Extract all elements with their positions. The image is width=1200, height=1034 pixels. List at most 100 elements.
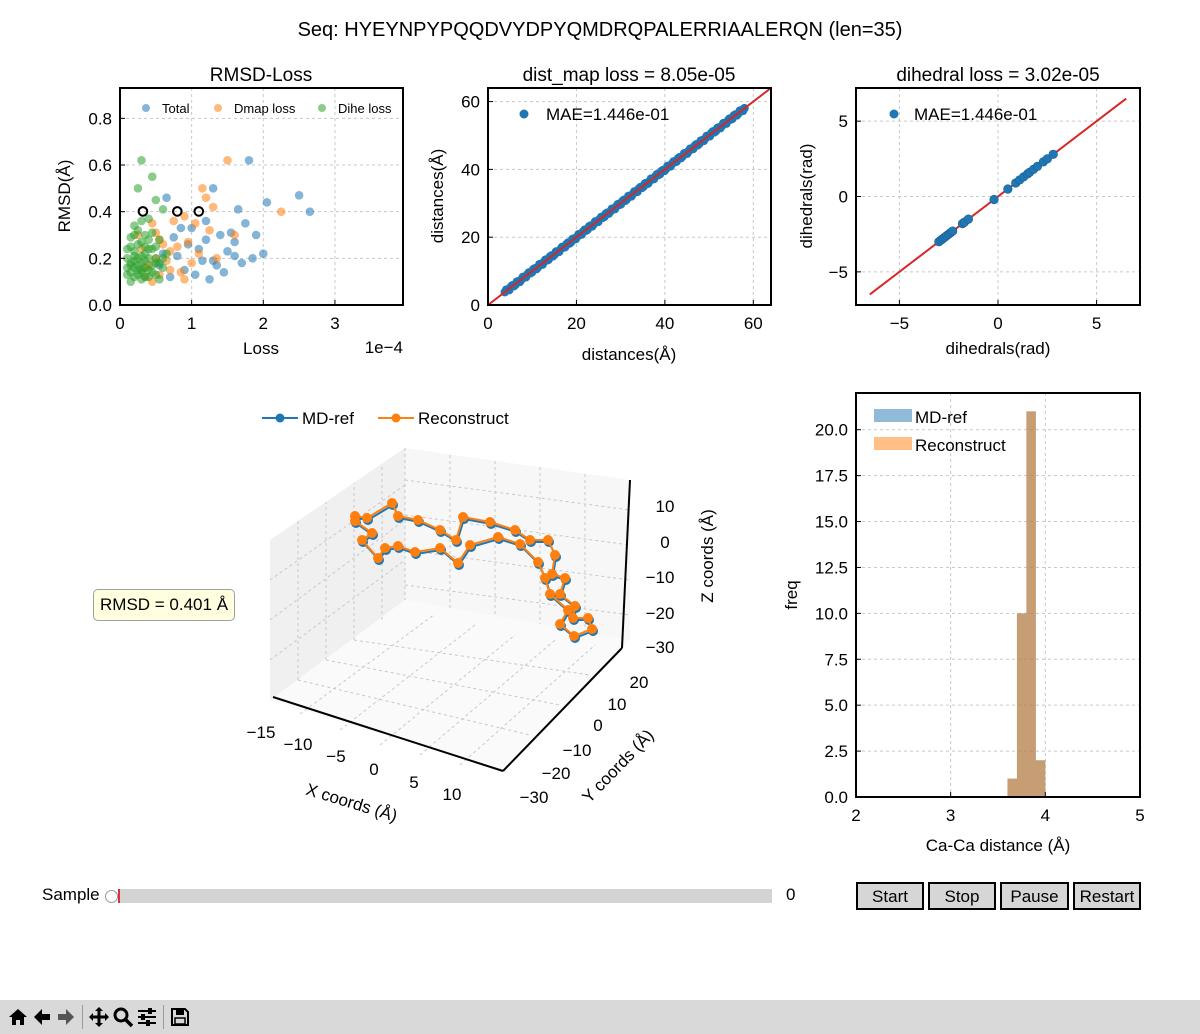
z-tick-label: −20	[646, 604, 675, 623]
x-tick-label: 60	[744, 314, 763, 333]
sample-slider-value: 0	[786, 885, 796, 904]
sample-slider-track[interactable]	[118, 889, 772, 903]
dihedral-point	[948, 226, 958, 236]
y-tick-label: 60	[461, 93, 480, 112]
y-tick-label: 0.4	[88, 203, 112, 222]
reconstruct-point	[435, 525, 445, 535]
save-icon[interactable]	[169, 1006, 191, 1028]
scatter-point	[208, 202, 218, 212]
y-tick-label: 40	[461, 160, 480, 179]
identity-line	[487, 87, 772, 306]
legend-reconstruct-swatch	[874, 437, 912, 450]
home-icon[interactable]	[7, 1006, 29, 1028]
reconstruct-bar	[1007, 778, 1017, 797]
legend-marker	[214, 104, 222, 112]
legend-label: Total	[162, 101, 190, 116]
x-tick-label: 3	[946, 806, 955, 825]
y-tick-label: 0.6	[88, 156, 112, 175]
scatter-point	[205, 275, 214, 284]
y-tick-label: −30	[520, 788, 549, 807]
y-tick-label: 20	[461, 228, 480, 247]
forward-icon[interactable]	[55, 1006, 77, 1028]
y-tick-label: 12.5	[815, 558, 848, 577]
reconstruct-point	[380, 543, 390, 553]
rmsd-loss-title: RMSD-Loss	[210, 65, 312, 86]
reconstruct-point	[362, 513, 372, 523]
reconstruct-point	[510, 525, 520, 535]
dist-map-ylabel: distances(Å)	[428, 149, 447, 243]
reconstruct-point	[410, 547, 420, 557]
x-tick-label: 1	[187, 314, 196, 333]
scatter-point	[140, 230, 150, 240]
sample-slider-handle[interactable]	[105, 890, 118, 903]
x-tick-label: 10	[443, 785, 462, 804]
scatter-point	[133, 240, 143, 249]
dist-map-legend-text: MAE=1.446e-01	[546, 105, 669, 124]
pan-icon[interactable]	[88, 1006, 110, 1028]
scatter-point	[201, 216, 211, 226]
dist-map-xlabel: distances(Å)	[582, 345, 676, 364]
configure-subplots-icon[interactable]	[136, 1006, 158, 1028]
stop-button[interactable]: Stop	[928, 882, 996, 910]
figure-suptitle: Seq: HYEYNPYPQQDVYDPYQMDRQPALERRIAALERQN…	[298, 19, 903, 41]
histogram-ylabel: freq	[782, 580, 801, 609]
scatter-point	[198, 256, 207, 265]
scatter-point	[155, 235, 164, 244]
y-tick-label: 7.5	[824, 650, 848, 669]
scatter-point	[201, 193, 211, 202]
y-tick-label: 5	[839, 112, 848, 131]
scatter-point	[122, 244, 132, 254]
x-tick-label: 0	[993, 314, 1002, 333]
scatter-point	[233, 205, 243, 214]
reconstruct-point	[453, 558, 463, 568]
x-tick-label: 20	[567, 314, 586, 333]
scatter-point	[169, 216, 179, 226]
reconstruct-point	[435, 543, 445, 553]
y-tick-label: −20	[542, 764, 571, 783]
scatter-point	[230, 251, 239, 261]
reconstruct-point	[525, 535, 535, 545]
restart-button[interactable]: Restart	[1073, 882, 1141, 910]
legend-label: Dmap loss	[234, 101, 296, 116]
rmsd-loss-ylabel: RMSD(Å)	[55, 160, 74, 233]
identity-line	[869, 97, 1127, 296]
reconstruct-point	[583, 613, 593, 623]
zoom-icon[interactable]	[112, 1006, 134, 1028]
y-tick-label: 0.2	[88, 249, 112, 268]
toolbar-separator	[82, 1005, 83, 1029]
scatter-point	[190, 219, 200, 228]
x-tick-label: −5	[326, 747, 345, 766]
scatter-point	[144, 214, 153, 223]
x-tick-label: 3	[330, 314, 339, 333]
reconstruct-point	[569, 631, 579, 641]
x-axis-line	[272, 696, 504, 772]
dihedral-title: dihedral loss = 3.02e-05	[896, 65, 1099, 86]
scatter-point	[151, 270, 161, 279]
y-tick-label: −10	[563, 741, 592, 760]
dihedral-axes[interactable]: −5 0 5 −5 0 5 dihedral loss = 3.02e-05 dihedr…	[797, 65, 1141, 358]
reconstruct-point	[540, 573, 550, 583]
x-tick-label: 4	[1041, 806, 1050, 825]
scatter-point	[130, 221, 139, 230]
scatter-point	[176, 223, 186, 233]
dihedral-ylabel: dihedrals(rad)	[797, 144, 816, 249]
start-button[interactable]: Start	[856, 882, 924, 910]
y-tick-label: 0.0	[824, 788, 848, 807]
scatter-point	[248, 254, 257, 263]
y-tick-label: 15.0	[815, 513, 848, 532]
scatter-point	[251, 230, 261, 240]
reconstruct-point	[387, 498, 397, 508]
scatter-point	[241, 219, 250, 228]
scatter-point	[165, 272, 175, 282]
y-tick-label: 10.0	[815, 604, 848, 623]
ca-ca-histogram-axes[interactable]: 2 3 4 5 0.0 2.5 5.0 7.5 10.0 12.5 15.0 17.5 20.0 Ca-…	[782, 392, 1145, 855]
reconstruct-point	[458, 512, 468, 522]
scatter-point	[258, 249, 268, 258]
scatter-point	[223, 247, 232, 256]
scatter-point	[230, 230, 239, 240]
rmsd-loss-axes[interactable]: 0 1 2 3 0.0 0.2 0.4 0.6 0.8 RMSD-Loss Loss RMSD(…	[55, 65, 404, 358]
pause-button[interactable]: Pause	[1000, 882, 1069, 910]
back-icon[interactable]	[31, 1006, 53, 1028]
